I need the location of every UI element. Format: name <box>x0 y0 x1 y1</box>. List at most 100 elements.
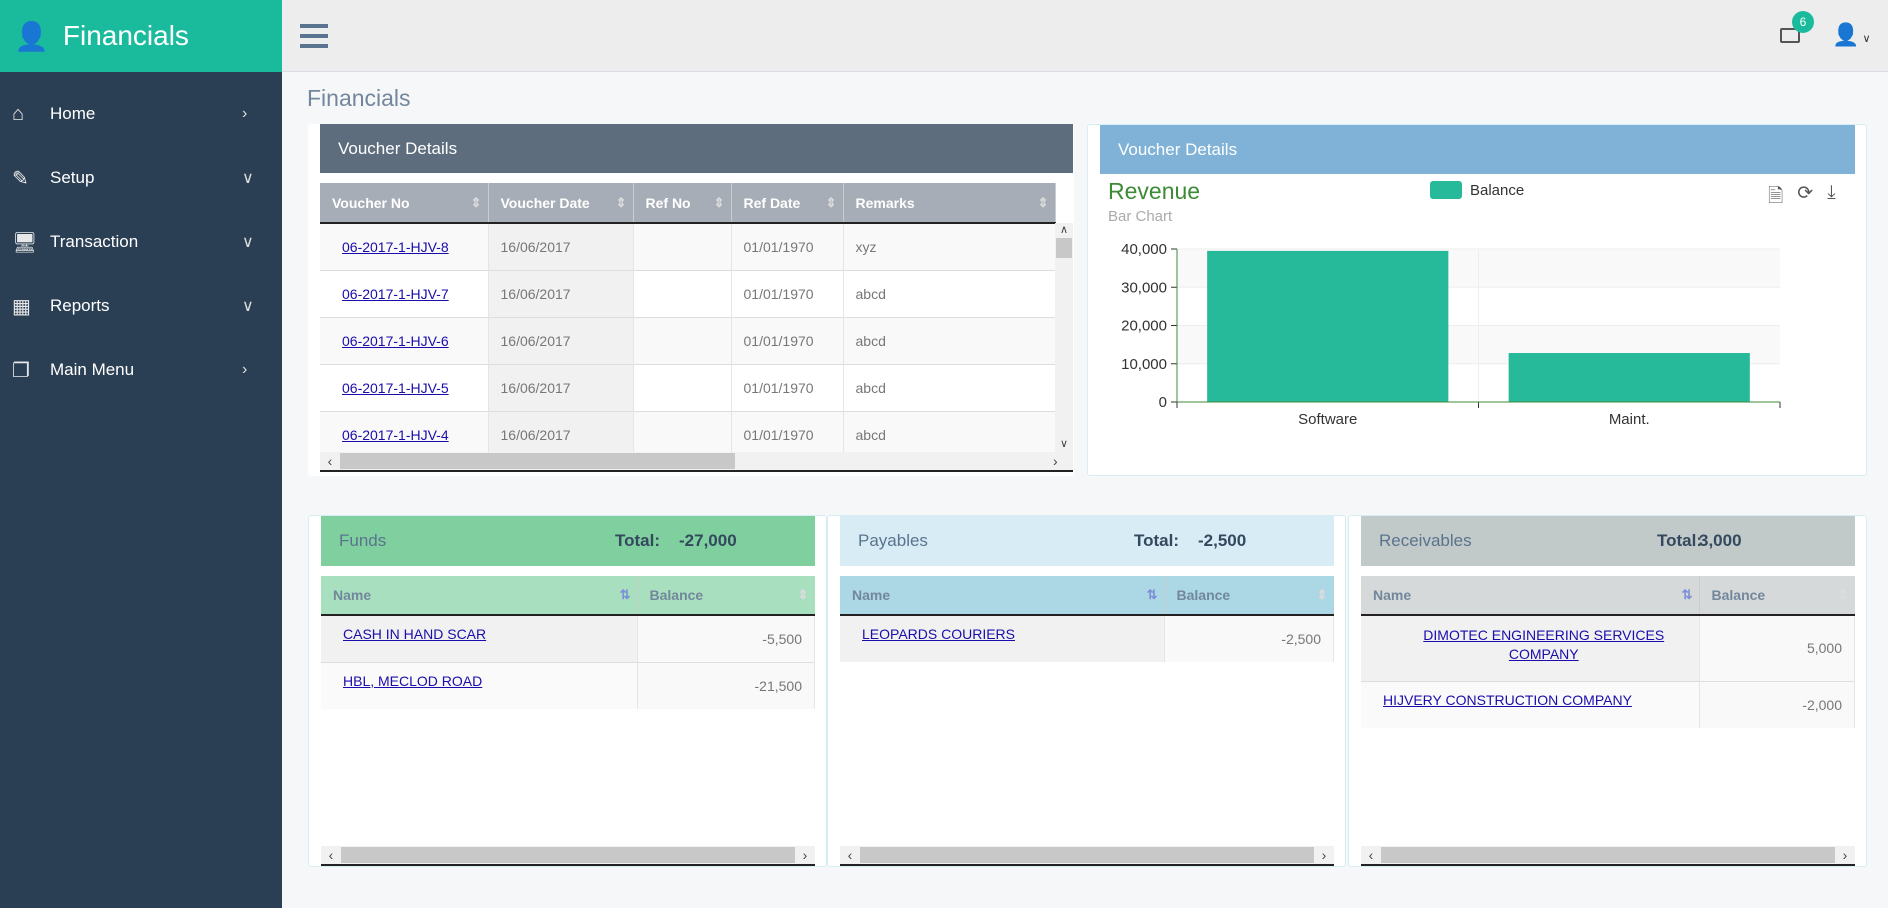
sort-icon[interactable]: ⇕ <box>825 194 837 210</box>
column-header[interactable]: Voucher Date ⇕ <box>488 183 634 223</box>
sort-asc-icon[interactable]: ⇅ <box>1146 587 1158 602</box>
table-cell: abcd <box>843 269 1056 317</box>
column-label: Name <box>852 587 891 603</box>
table-cell: 01/01/1970 <box>731 410 844 458</box>
table-cell <box>633 316 732 364</box>
balance-cell: -21,500 <box>637 661 815 709</box>
column-header-name[interactable]: Name ⇅ <box>321 576 638 615</box>
mail-icon[interactable] <box>1780 28 1800 43</box>
chevron-right-icon: › <box>242 105 248 122</box>
table-icon: ▦ <box>12 295 31 318</box>
funds-table: Name ⇅ Balance ⇕ CASH IN HAND SCAR -5,500 … <box>321 576 815 709</box>
column-header-name[interactable]: Name ⇅ <box>840 576 1165 615</box>
column-label: Voucher No <box>332 194 410 211</box>
sort-icon[interactable]: ⇕ <box>797 587 809 602</box>
account-link[interactable]: HIJVERY CONSTRUCTION COMPANY <box>1383 691 1632 708</box>
horizontal-scrollbar[interactable]: ‹ › <box>320 452 1073 472</box>
panel-title: Funds <box>339 531 387 550</box>
column-label: Remarks <box>855 194 915 211</box>
y-tick-label: 10,000 <box>1121 356 1167 373</box>
balance-cell: -2,000 <box>1699 680 1855 728</box>
sort-icon[interactable]: ⇕ <box>1837 587 1849 602</box>
table-cell: 16/06/2017 <box>488 410 634 458</box>
voucher-link[interactable]: 06-2017-1-HJV-4 <box>342 426 449 443</box>
column-label: Balance <box>1176 587 1231 603</box>
sort-icon[interactable]: ⇕ <box>713 194 725 210</box>
table-cell: 01/01/1970 <box>731 269 844 317</box>
sort-asc-icon[interactable]: ⇅ <box>1681 587 1693 602</box>
document-icon[interactable]: 🗎 <box>1768 186 1784 207</box>
menu-toggle-icon[interactable] <box>300 24 328 48</box>
voucher-table: Voucher No ⇕ Voucher Date ⇕ Ref No ⇕ Ref Date ⇕… <box>320 183 1056 458</box>
sidebar-item-label: Main Menu <box>50 360 135 379</box>
refresh-icon[interactable]: ⟳ <box>1797 183 1814 204</box>
chevron-down-icon: ∨ <box>242 234 254 251</box>
sidebar-item-setup[interactable]: ✎ Setup ∨ <box>0 153 282 203</box>
sort-icon[interactable]: ⇕ <box>1316 587 1328 602</box>
total-value: -27,000 <box>679 531 737 550</box>
column-header[interactable]: Remarks ⇕ <box>843 183 1056 223</box>
voucher-link[interactable]: 06-2017-1-HJV-7 <box>342 285 449 302</box>
user-menu[interactable]: 👤 ∨ <box>1832 22 1871 47</box>
table-cell <box>633 269 732 317</box>
table-row: 06-2017-1-HJV-8 16/06/2017 01/01/1970 xyz <box>320 222 1056 270</box>
receivables-header: Receivables Total: 3,000 <box>1361 516 1855 566</box>
clone-icon: ❐ <box>12 359 30 382</box>
horizontal-scrollbar[interactable]: ‹ › <box>321 846 815 866</box>
sort-icon[interactable]: ⇕ <box>470 194 482 210</box>
sort-icon[interactable]: ⇕ <box>615 194 627 210</box>
balance-cell: 5,000 <box>1699 614 1855 681</box>
funds-header: Funds Total: -27,000 <box>321 516 815 566</box>
table-row: HIJVERY CONSTRUCTION COMPANY -2,000 <box>1361 680 1855 728</box>
page-title: Financials <box>307 85 411 111</box>
y-tick-label: 0 <box>1159 394 1167 411</box>
user-icon: 👤 <box>14 20 49 52</box>
voucher-panel: Voucher Details Voucher No ⇕ Voucher Date ⇕… <box>308 124 1074 476</box>
sidebar-item-reports[interactable]: ▦ Reports ∨ <box>0 281 282 331</box>
receivables-table: Name ⇅ Balance ⇕ DIMOTEC ENGINEERING SERVI… <box>1361 576 1855 728</box>
legend-item[interactable]: Balance <box>1430 181 1524 199</box>
x-tick-label: Software <box>1298 411 1357 428</box>
column-header[interactable]: Ref No ⇕ <box>633 183 732 223</box>
table-row: 06-2017-1-HJV-5 16/06/2017 01/01/1970 abcd <box>320 363 1056 411</box>
account-link[interactable]: CASH IN HAND SCAR <box>343 626 487 642</box>
account-link[interactable]: DIMOTEC ENGINEERING SERVICES COMPANY <box>1423 627 1665 662</box>
panel-title: Payables <box>858 531 928 550</box>
column-header-balance[interactable]: Balance ⇕ <box>1164 576 1334 615</box>
desktop-icon: 🖥 <box>12 231 38 254</box>
table-cell <box>633 410 732 458</box>
sort-asc-icon[interactable]: ⇅ <box>619 587 631 602</box>
receivables-panel: Receivables Total: 3,000 Name ⇅ Balance ⇕ … <box>1348 515 1867 867</box>
table-cell: abcd <box>843 363 1056 411</box>
table-cell: 16/06/2017 <box>488 363 634 411</box>
voucher-panel-header: Voucher Details <box>320 124 1073 173</box>
sidebar-item-main-menu[interactable]: ❐ Main Menu › <box>0 345 282 395</box>
column-header-name[interactable]: Name ⇅ <box>1361 576 1700 615</box>
account-link[interactable]: LEOPARDS COURIERS <box>862 626 1015 642</box>
table-cell: 16/06/2017 <box>488 222 634 270</box>
column-label: Ref No <box>645 194 691 211</box>
top-bar: 6 👤 ∨ <box>282 0 1888 72</box>
column-label: Ref Date <box>743 194 801 211</box>
brand[interactable]: 👤 Financials <box>0 0 282 72</box>
home-icon: ⌂ <box>12 102 25 125</box>
voucher-link[interactable]: 06-2017-1-HJV-8 <box>342 238 449 255</box>
vertical-scrollbar[interactable]: ∧ ∨ <box>1055 223 1073 452</box>
column-header[interactable]: Ref Date ⇕ <box>731 183 844 223</box>
chart-panel-header: Voucher Details <box>1100 125 1855 174</box>
table-cell: xyz <box>843 222 1056 270</box>
sidebar-item-transaction[interactable]: 🖥 Transaction ∨ <box>0 217 282 267</box>
download-icon[interactable]: ⤓ <box>1827 182 1836 203</box>
column-header[interactable]: Voucher No ⇕ <box>320 183 489 223</box>
payables-header: Payables Total: -2,500 <box>840 516 1334 566</box>
voucher-link[interactable]: 06-2017-1-HJV-6 <box>342 332 449 349</box>
voucher-link[interactable]: 06-2017-1-HJV-5 <box>342 379 449 396</box>
horizontal-scrollbar[interactable]: ‹ › <box>840 846 1334 866</box>
column-header-balance[interactable]: Balance ⇕ <box>637 576 815 615</box>
column-header-balance[interactable]: Balance ⇕ <box>1699 576 1855 615</box>
table-row: DIMOTEC ENGINEERING SERVICES COMPANY 5,0… <box>1361 614 1855 681</box>
account-link[interactable]: HBL, MECLOD ROAD <box>343 672 483 689</box>
horizontal-scrollbar[interactable]: ‹ › <box>1361 846 1855 866</box>
sort-icon[interactable]: ⇕ <box>1037 194 1049 210</box>
sidebar-item-home[interactable]: ⌂ Home › <box>0 89 282 139</box>
